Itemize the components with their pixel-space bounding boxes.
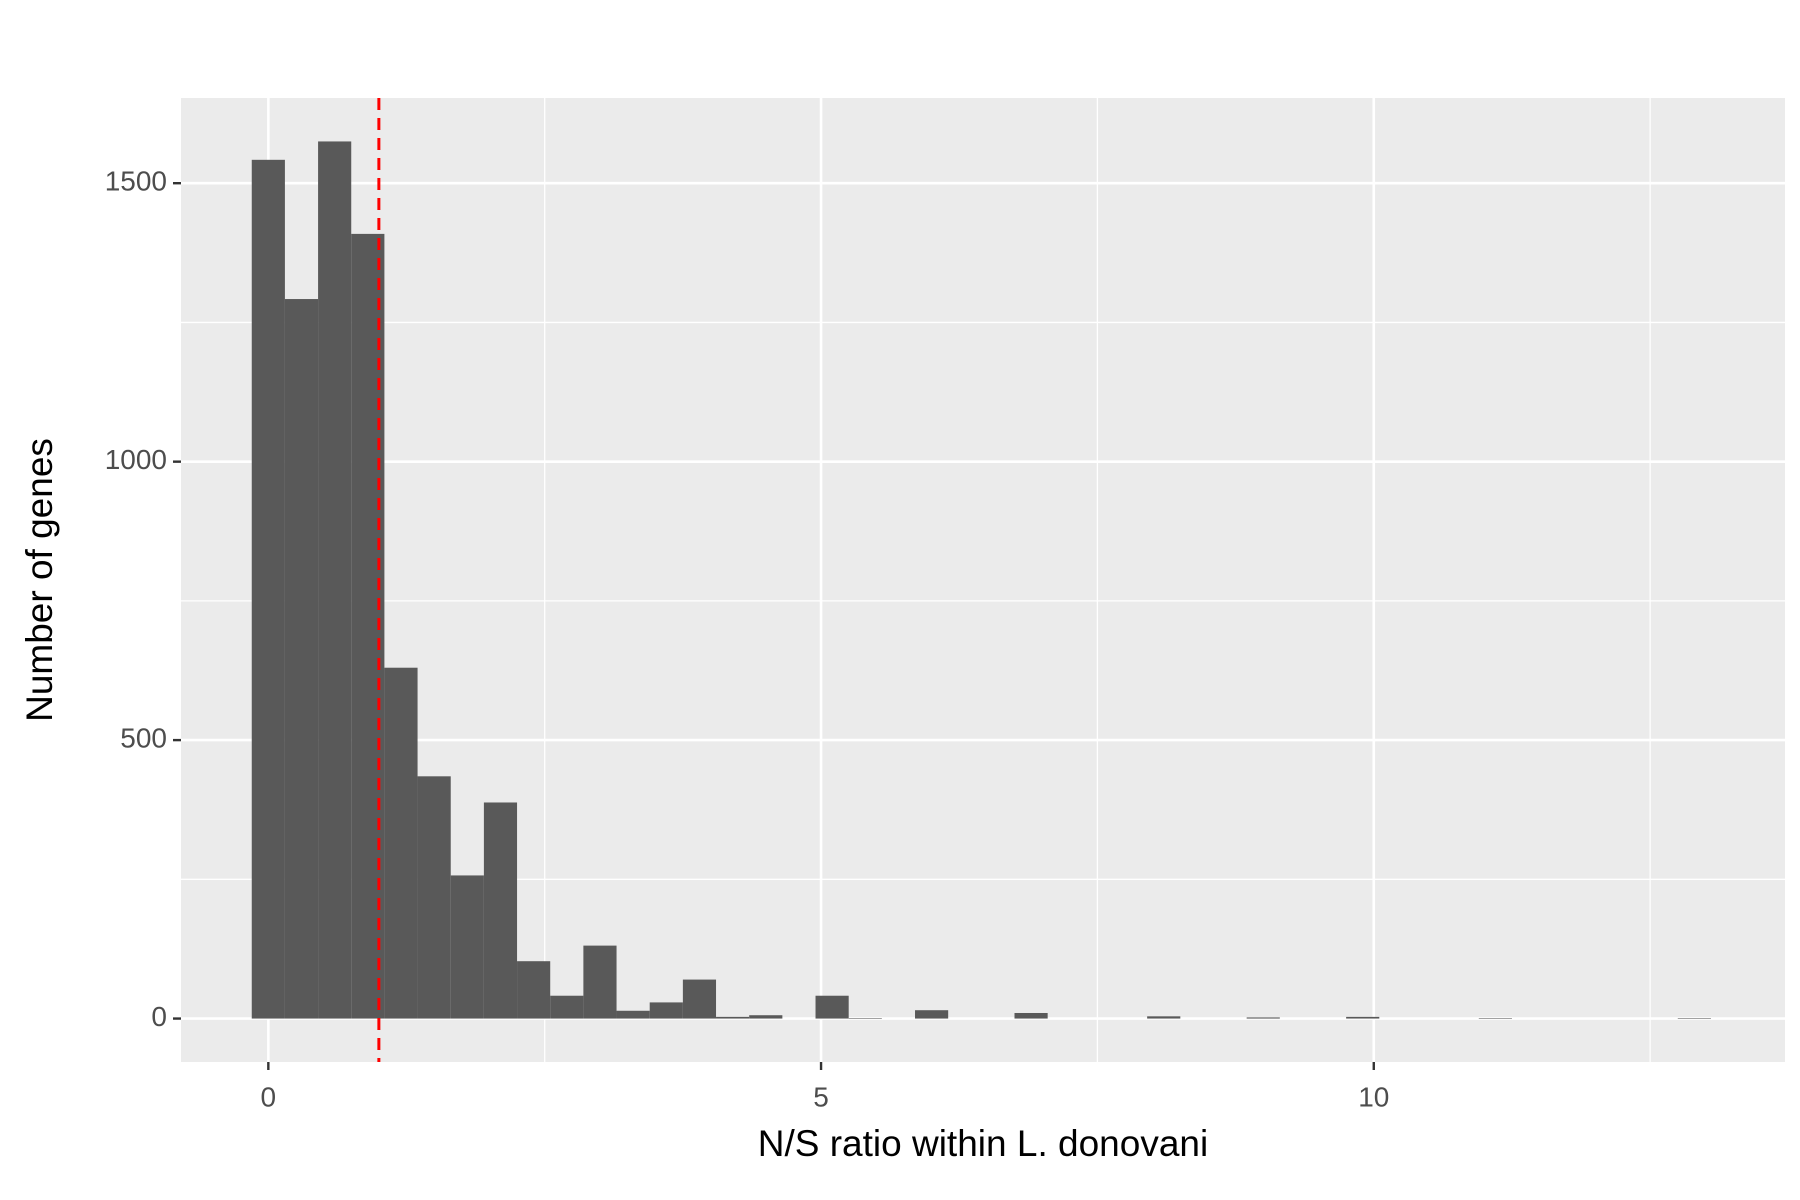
- bar: [417, 776, 451, 1019]
- bar: [1346, 1016, 1380, 1019]
- x-tick-label: 10: [1358, 1081, 1389, 1112]
- y-tick-label: 0: [151, 1001, 167, 1032]
- y-tick-label: 1000: [105, 444, 167, 475]
- bar: [716, 1016, 750, 1019]
- bar: [682, 979, 717, 1019]
- bar: [848, 1018, 882, 1019]
- y-tick-label: 1500: [105, 166, 167, 197]
- bar: [1677, 1018, 1711, 1019]
- bar: [583, 945, 617, 1019]
- bar: [616, 1010, 650, 1019]
- y-axis-title: Number of genes: [19, 438, 60, 722]
- bar: [915, 1010, 949, 1019]
- bar: [1246, 1017, 1280, 1019]
- bar: [815, 995, 849, 1019]
- bar: [483, 802, 518, 1019]
- bar: [649, 1002, 683, 1019]
- x-tick-label: 5: [813, 1081, 829, 1112]
- x-axis-title: N/S ratio within L. donovani: [758, 1123, 1208, 1164]
- bar: [251, 159, 285, 1019]
- bar: [1147, 1016, 1181, 1019]
- bar: [384, 667, 418, 1019]
- x-tick-label: 0: [261, 1081, 277, 1112]
- bar: [318, 141, 352, 1019]
- bar: [517, 961, 551, 1019]
- bar: [284, 299, 319, 1019]
- bar: [450, 875, 484, 1019]
- bar: [749, 1015, 783, 1019]
- y-tick-label: 500: [120, 723, 167, 754]
- bar: [1478, 1018, 1512, 1019]
- bar: [550, 995, 584, 1019]
- bar: [1014, 1012, 1048, 1019]
